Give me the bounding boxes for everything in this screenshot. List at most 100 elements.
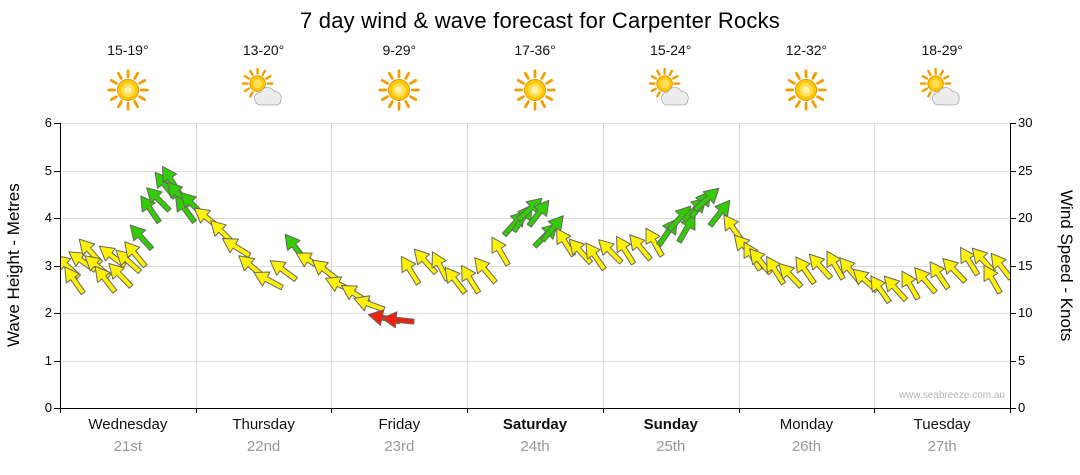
- weather-icon-partly-cloudy: [919, 67, 964, 112]
- wind-arrow: [305, 252, 344, 289]
- wave-height-tick: 0: [44, 400, 52, 415]
- gridline-vertical: [195, 123, 197, 408]
- gridline-horizontal: [60, 170, 1010, 172]
- weather-icon-sunny: [377, 68, 421, 112]
- day-forecast-header: 9-29°: [331, 40, 467, 120]
- wind-arrow: [975, 259, 1009, 298]
- gridline-horizontal: [60, 313, 1010, 314]
- weather-icon-partly-cloudy: [648, 67, 693, 112]
- tick-mark-right: [1010, 408, 1016, 409]
- wind-arrow: [688, 180, 727, 218]
- wave-height-tick-labels: 0 1 2 3 4 5 6: [26, 115, 52, 415]
- wind-speed-tick: 10: [1018, 305, 1033, 320]
- wave-height-axis-label: Wave Height - Metres: [4, 183, 23, 348]
- day-forecast-header: 15-24°: [603, 40, 739, 120]
- tick-mark-left: [54, 265, 60, 267]
- tick-mark-right: [1010, 265, 1016, 267]
- tick-mark-bottom: [738, 408, 740, 413]
- day-forecast-header: 15-19°: [60, 40, 196, 120]
- wave-height-tick: 2: [44, 305, 52, 320]
- day-date-label: 25th: [656, 438, 686, 455]
- wind-arrow: [263, 252, 302, 288]
- tick-mark-right: [1010, 170, 1016, 172]
- wind-arrow: [922, 255, 958, 294]
- wave-height-tick: 1: [44, 352, 52, 368]
- day-label-group: Monday 26th: [739, 414, 875, 458]
- day-temp-range: 13-20°: [242, 42, 285, 58]
- wind-arrow: [876, 269, 914, 308]
- wind-arrow: [906, 260, 943, 299]
- wind-arrow: [787, 251, 823, 290]
- gridline-vertical: [738, 123, 740, 408]
- wind-arrow: [437, 260, 474, 299]
- day-name-label: Monday: [779, 416, 834, 433]
- day-forecast-header: 17-36°: [467, 40, 603, 120]
- day-label-group: Saturday 24th: [467, 414, 603, 458]
- wave-height-tick: 5: [44, 162, 52, 178]
- day-label-group: Friday 23rd: [331, 414, 467, 458]
- wind-speed-axis-label: Wind Speed - Knots: [1057, 189, 1076, 342]
- wave-height-tick: 6: [44, 115, 52, 130]
- wind-arrow: [109, 242, 148, 280]
- gridline-vertical: [874, 123, 876, 408]
- tick-mark-right: [1010, 360, 1016, 362]
- gridline-horizontal: [60, 123, 1010, 124]
- wind-arrow: [393, 251, 428, 290]
- day-label-group: Tuesday 27th: [874, 414, 1010, 458]
- wind-arrow: [701, 194, 738, 233]
- watermark: www.seabreeze.com.au: [898, 390, 1005, 401]
- day-name-label: Sunday: [643, 416, 698, 433]
- wind-arrow: [483, 232, 517, 271]
- wind-arrow: [217, 229, 256, 264]
- wind-arrow: [116, 235, 153, 274]
- day-date-label: 22nd: [246, 438, 281, 455]
- wind-arrow: [771, 256, 809, 294]
- wind-arrow: [607, 231, 642, 270]
- sun-cloud-icon: [241, 67, 282, 106]
- chart-title: 7 day wind & wave forecast for Carpenter…: [300, 8, 780, 33]
- plot-area: www.seabreeze.com.au: [54, 123, 1016, 413]
- day-temp-range: 12-32°: [785, 42, 828, 58]
- day-date-label: 26th: [791, 438, 822, 455]
- tick-mark-left: [54, 170, 60, 172]
- wind-arrow: [818, 245, 852, 284]
- wind-arrow: [561, 232, 599, 271]
- wind-arrow: [621, 227, 658, 266]
- wind-arrow: [670, 208, 704, 247]
- day-temp-range: 15-24°: [650, 42, 692, 58]
- wind-arrow: [892, 265, 926, 304]
- wind-speed-tick: 15: [1018, 257, 1033, 273]
- wave-height-tick: 4: [44, 210, 52, 225]
- day-label-group: Sunday 25th: [603, 414, 739, 458]
- day-temp-range: 17-36°: [514, 42, 556, 58]
- day-forecast-header: 12-32°: [739, 40, 875, 120]
- day-temp-range: 9-29°: [382, 42, 417, 58]
- wind-arrow: [452, 259, 487, 298]
- tick-mark-bottom: [467, 408, 469, 413]
- day-label-group: Wednesday 21st: [60, 414, 196, 458]
- weather-icon-sunny: [106, 68, 150, 112]
- wind-arrow: [935, 251, 973, 289]
- day-forecast-header: 13-20°: [196, 40, 332, 120]
- wind-arrow: [132, 189, 168, 228]
- tick-mark-left: [54, 123, 60, 124]
- wave-height-tick: 3: [44, 257, 52, 273]
- wind-arrow: [982, 246, 1010, 285]
- wind-speed-tick: 0: [1018, 400, 1026, 415]
- day-date-label: 24th: [520, 438, 550, 455]
- sun-icon: [514, 69, 556, 111]
- wind-arrow: [801, 246, 839, 285]
- wind-arrow: [591, 232, 629, 270]
- x-axis-labels: Wednesday 21st Thursday 22nd Friday 23rd Satur…: [60, 414, 1010, 458]
- day-name-label: Thursday: [232, 416, 295, 433]
- wind-arrow: [952, 241, 987, 280]
- tick-mark-bottom: [602, 408, 604, 413]
- wind-arrow: [139, 180, 177, 218]
- day-date-label: 23rd: [384, 438, 415, 455]
- gridline-vertical: [331, 123, 333, 408]
- sun-icon: [785, 69, 828, 111]
- wind-speed-tick: 30: [1018, 115, 1033, 130]
- wind-arrow: [534, 208, 571, 247]
- tick-mark-left: [54, 218, 60, 219]
